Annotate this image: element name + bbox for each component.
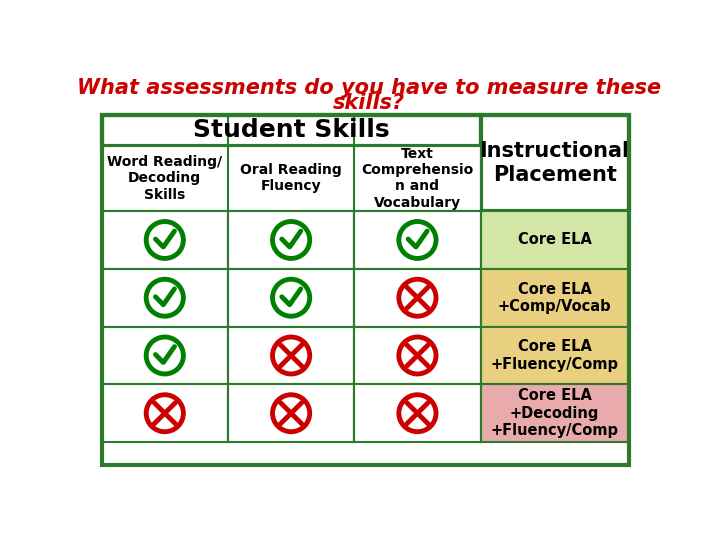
Bar bbox=[102, 115, 629, 465]
Bar bbox=[228, 269, 354, 327]
Bar bbox=[354, 384, 481, 442]
Text: Instructional
Placement: Instructional Placement bbox=[480, 141, 630, 185]
Text: What assessments do you have to measure these: What assessments do you have to measure … bbox=[77, 78, 661, 98]
Bar bbox=[228, 327, 354, 384]
Text: Student Skills: Student Skills bbox=[193, 118, 390, 142]
Bar bbox=[481, 327, 629, 384]
Bar bbox=[102, 211, 228, 269]
Bar bbox=[228, 211, 354, 269]
Bar bbox=[481, 269, 629, 327]
Bar bbox=[354, 269, 481, 327]
Bar bbox=[102, 384, 228, 442]
Bar bbox=[102, 115, 481, 146]
Bar bbox=[481, 115, 629, 211]
Text: Core ELA: Core ELA bbox=[518, 233, 592, 247]
Bar bbox=[102, 269, 228, 327]
Bar bbox=[481, 384, 629, 442]
Text: Core ELA
+Fluency/Comp: Core ELA +Fluency/Comp bbox=[490, 339, 618, 372]
Text: Oral Reading
Fluency: Oral Reading Fluency bbox=[240, 163, 342, 193]
Text: Core ELA
+Decoding
+Fluency/Comp: Core ELA +Decoding +Fluency/Comp bbox=[490, 388, 618, 438]
Bar bbox=[354, 327, 481, 384]
Text: skills?: skills? bbox=[333, 93, 405, 113]
Bar bbox=[102, 327, 228, 384]
Bar bbox=[102, 146, 481, 211]
Bar bbox=[228, 384, 354, 442]
Bar bbox=[354, 211, 481, 269]
Text: Core ELA
+Comp/Vocab: Core ELA +Comp/Vocab bbox=[498, 281, 611, 314]
Text: Word Reading/
Decoding
Skills: Word Reading/ Decoding Skills bbox=[107, 155, 222, 201]
Text: Text
Comprehensio
n and
Vocabulary: Text Comprehensio n and Vocabulary bbox=[361, 147, 474, 210]
Bar bbox=[481, 211, 629, 269]
